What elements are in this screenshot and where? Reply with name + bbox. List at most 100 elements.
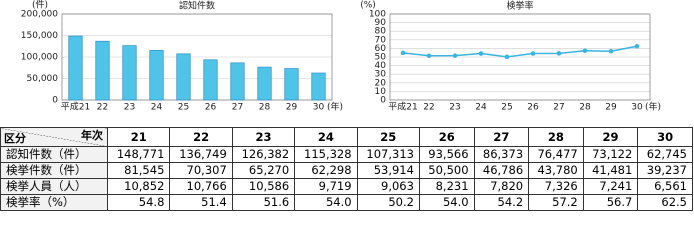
- column-header: 25: [356, 127, 420, 147]
- x-tick-label: 28: [259, 103, 271, 113]
- y-tick-label: 50,000: [27, 74, 59, 84]
- point: [582, 48, 588, 54]
- y-tick-label: 10: [375, 87, 387, 97]
- x-tick-label: 29: [286, 103, 298, 113]
- bar: [230, 62, 245, 101]
- table-cell: 50,500: [418, 162, 475, 179]
- x-tick-label: 平成21: [388, 101, 417, 113]
- data-table: 区分 年次 21 22 23 24 25 26 27 28 29 30 認知件数（件） 148,771 13…: [0, 127, 693, 211]
- corner-cell: 区分 年次: [0, 127, 108, 147]
- point: [608, 48, 614, 54]
- table-cell: 62,298: [294, 162, 358, 179]
- y-tick-label: 100,000: [21, 53, 58, 63]
- y-tick-label: 90: [375, 18, 387, 28]
- x-tick-label: 29: [605, 103, 617, 113]
- table-cell: 6,561: [637, 178, 693, 195]
- bar: [257, 66, 272, 101]
- column-header: 21: [106, 127, 171, 147]
- y-tick-label: 200,000: [21, 10, 58, 20]
- table-cell: 136,749: [169, 146, 233, 163]
- x-tick-label: 23: [449, 103, 460, 113]
- x-tick-label: 28: [579, 103, 591, 113]
- table-cell: 51.6: [231, 194, 296, 211]
- table-cell: 62,745: [637, 146, 693, 163]
- row-label: 認知件数（件）: [0, 146, 108, 163]
- table-cell: 39,237: [637, 162, 693, 179]
- y-tick-label: 40: [375, 61, 387, 71]
- table-cell: 62.5: [637, 194, 693, 211]
- bar: [311, 72, 326, 101]
- y-tick-label: 60: [375, 44, 387, 54]
- line: [402, 45, 638, 58]
- y-tick-label: 80: [375, 27, 387, 37]
- table-cell: 50.2: [356, 194, 420, 211]
- table-cell: 7,241: [582, 178, 639, 195]
- row-heading: 区分: [4, 132, 26, 145]
- bar: [176, 53, 191, 101]
- column-header: 30: [637, 127, 693, 147]
- x-tick-label: 26: [527, 103, 539, 113]
- table-cell: 10,852: [106, 178, 171, 195]
- point: [556, 51, 562, 56]
- table-cell: 107,313: [356, 146, 420, 163]
- table-row: 検挙件数（件） 81,545 70,307 65,270 62,298 53,914 50,…: [0, 162, 693, 179]
- x-tick-label: 24: [475, 103, 487, 113]
- table-cell: 81,545: [106, 162, 171, 179]
- table-cell: 54.2: [473, 194, 530, 211]
- table-cell: 9,063: [356, 178, 420, 195]
- x-axis-unit: (年): [645, 101, 661, 113]
- x-tick-label: 平成21: [61, 101, 90, 113]
- table-cell: 9,719: [294, 178, 358, 195]
- table-cell: 53,914: [356, 162, 420, 179]
- row-label: 検挙件数（件）: [0, 162, 108, 179]
- point: [426, 53, 432, 59]
- header-row: 区分 年次 21 22 23 24 25 26 27 28 29 30: [0, 127, 693, 147]
- page: {"chart_data": [ {"type": "bar", "title"…: [0, 0, 694, 211]
- table-cell: 46,786: [473, 162, 530, 179]
- table-cell: 76,477: [528, 146, 584, 163]
- table-row: 検挙率（%） 54.8 51.4 51.6 54.0 50.2 54.0 54.2 57.2 56…: [0, 194, 693, 211]
- y-tick-label: 30: [375, 70, 387, 80]
- plot-frame: [389, 13, 651, 101]
- body: 認知件数 (件) 0 50,000 100,000 150,000 200,000 平成21 2…: [0, 0, 694, 211]
- point: [530, 51, 536, 56]
- column-header: 29: [582, 127, 639, 147]
- x-tick-label: 22: [97, 103, 108, 113]
- table-cell: 86,373: [473, 146, 530, 163]
- column-header: 24: [294, 127, 358, 147]
- x-tick-label: 27: [232, 103, 243, 113]
- table-cell: 43,780: [528, 162, 584, 179]
- table-cell: 115,328: [294, 146, 358, 163]
- row-label: 検挙率（%）: [0, 194, 108, 211]
- x-tick-label: 25: [178, 103, 189, 113]
- plot-frame: [61, 13, 333, 101]
- charts: 認知件数 (件) 0 50,000 100,000 150,000 200,000 平成21 2…: [21, 0, 661, 113]
- table-cell: 54.8: [106, 194, 171, 211]
- point: [504, 54, 510, 60]
- point: [400, 50, 406, 56]
- table-cell: 51.4: [169, 194, 233, 211]
- y-tick-label: 50: [375, 53, 387, 63]
- chart-title: 認知件数: [179, 0, 215, 12]
- x-tick-label: 27: [553, 103, 564, 113]
- y-tick-label: 0: [380, 96, 386, 106]
- bar: [68, 35, 83, 101]
- table-cell: 70,307: [169, 162, 233, 179]
- table-cell: 93,566: [418, 146, 475, 163]
- x-tick-label: 24: [151, 103, 163, 113]
- y-tick-label: 0: [52, 96, 58, 106]
- table-cell: 7,820: [473, 178, 530, 195]
- table-cell: 54.0: [418, 194, 475, 211]
- y-tick-label: 150,000: [21, 31, 58, 41]
- table-cell: 10,586: [231, 178, 296, 195]
- bar: [203, 59, 218, 101]
- table-cell: 10,766: [169, 178, 233, 195]
- y-tick-label: 100: [369, 10, 386, 20]
- column-header: 22: [169, 127, 233, 147]
- row-label: 検挙人員（人）: [0, 178, 108, 195]
- bar: [95, 40, 110, 101]
- bar: [149, 50, 164, 101]
- table-row: 認知件数（件） 148,771 136,749 126,382 115,328 107,3…: [0, 146, 693, 163]
- table-cell: 54.0: [294, 194, 358, 211]
- point: [634, 43, 640, 49]
